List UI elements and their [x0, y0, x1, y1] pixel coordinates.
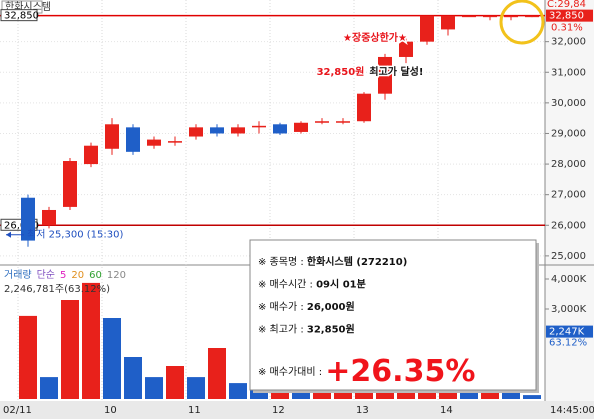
- candle-body: [189, 127, 203, 137]
- last-change: 0.31%: [551, 23, 583, 34]
- candle-body: [21, 197, 35, 241]
- candle-body: [357, 93, 371, 122]
- volume-bar: [40, 377, 58, 399]
- volume-bar: [103, 318, 121, 399]
- subheadline: 32,850원 최고가 달성!: [317, 65, 424, 78]
- candle-body: [525, 15, 539, 18]
- candle-body: [504, 15, 518, 18]
- low-note-arrowhead: [6, 231, 11, 238]
- info-value: 한화시스템 (272210): [307, 256, 407, 268]
- candle-body: [252, 125, 266, 128]
- x-tick-label: 10: [104, 405, 117, 416]
- y-tick-label: 32,000: [551, 37, 586, 48]
- date-axis-area: [0, 401, 594, 419]
- highlight-circle: [499, 0, 545, 45]
- volume-bar: [61, 300, 79, 399]
- y-tick-label: 27,000: [551, 190, 586, 201]
- info-highlight-value: +26.35%: [325, 354, 475, 389]
- candle-body: [126, 127, 140, 152]
- last-volume-change: 63.12%: [549, 338, 587, 349]
- candle-body: [441, 15, 455, 30]
- y-tick-label: 4,000K: [551, 274, 587, 285]
- info-label: ※ 매수가 :: [258, 301, 307, 313]
- volume-bar: [124, 357, 142, 399]
- time-label: 14:45:00: [550, 405, 594, 416]
- candle-body: [147, 139, 161, 146]
- y-tick-label: 31,000: [551, 67, 586, 78]
- subheadline-price: 32,850원: [317, 65, 365, 78]
- legend-entry: 120: [107, 270, 126, 281]
- volume-bar: [145, 377, 163, 399]
- volume-bar: [19, 315, 37, 399]
- y-tick-label: 28,000: [551, 159, 586, 170]
- subheadline-text: 최고가 달성!: [369, 65, 423, 78]
- candle-body: [294, 122, 308, 132]
- candle-body: [63, 161, 77, 207]
- reference-label: 32,850: [4, 11, 39, 22]
- candle-body: [483, 15, 497, 18]
- candle-body: [462, 15, 476, 18]
- x-tick-label: 13: [356, 405, 369, 416]
- corner-text: C:29,84: [547, 0, 586, 10]
- candle-body: [42, 209, 56, 226]
- volume-bar: [82, 282, 100, 399]
- info-value: 09시 01분: [316, 279, 366, 291]
- volume-bar: [523, 395, 541, 399]
- candle-body: [273, 124, 287, 134]
- legend-entry: 20: [71, 270, 84, 281]
- candle-body: [315, 121, 329, 123]
- legend-entry: 거래량: [4, 269, 32, 281]
- y-tick-label: 26,000: [551, 220, 586, 231]
- candle-body: [168, 141, 182, 143]
- info-value: 32,850원: [307, 323, 355, 336]
- y-tick-label: 29,000: [551, 128, 586, 139]
- candle-body: [336, 121, 350, 123]
- info-value: 26,000원: [307, 300, 355, 313]
- candle-body: [84, 145, 98, 165]
- legend-entry: 5: [60, 270, 66, 281]
- info-highlight: ※ 매수가대비 : +26.35%: [258, 354, 475, 389]
- volume-bar: [187, 377, 205, 399]
- candle-body: [399, 41, 413, 57]
- volume-bar: [208, 348, 226, 399]
- low-note: 최저 25,300 (15:30): [27, 229, 123, 241]
- reference-label-box: [0, 218, 38, 231]
- candle-body: [210, 127, 224, 134]
- volume-bar: [166, 366, 184, 399]
- y-tick-label: 25,000: [551, 251, 586, 262]
- headline: ★장중상한가★: [343, 31, 407, 44]
- y-tick-label: 30,000: [551, 98, 586, 109]
- volume-note: 2,246,781주(63.12%): [4, 284, 110, 295]
- x-tick-label: 12: [272, 405, 285, 416]
- candle-body: [420, 15, 434, 42]
- candle-body: [105, 124, 119, 149]
- x-tick-label: 11: [188, 405, 201, 416]
- volume-bar: [229, 383, 247, 399]
- info-line: ※ 매수가 : 26,000원: [258, 300, 355, 313]
- info-label: ※ 종목명 :: [258, 256, 307, 268]
- x-tick-label: 14: [440, 405, 453, 416]
- last-price-box: [546, 9, 593, 22]
- last-volume-box: [546, 325, 593, 338]
- last-price-label: 32,850: [549, 11, 584, 22]
- volume-legend: 거래량 단순 5 20 60 120: [4, 269, 126, 281]
- info-box: [249, 239, 537, 391]
- last-volume-label: 2,247K: [549, 327, 585, 338]
- reference-label-box: [0, 9, 38, 22]
- info-line: ※ 종목명 : 한화시스템 (272210): [258, 256, 407, 268]
- candle-body: [378, 56, 392, 94]
- right-axis-area: [545, 0, 594, 419]
- y-tick-label: 3,000K: [551, 304, 587, 315]
- legend-entry: 60: [89, 270, 102, 281]
- x-tick-label: 02/11: [3, 405, 32, 416]
- legend-entry: 단순: [37, 269, 55, 281]
- info-line: ※ 최고가 : 32,850원: [258, 323, 355, 336]
- info-label: ※ 매수시간 :: [258, 279, 316, 291]
- candle-body: [231, 127, 245, 134]
- info-label: ※ 매수가대비 :: [258, 366, 325, 378]
- info-label: ※ 최고가 :: [258, 324, 307, 336]
- info-line: ※ 매수시간 : 09시 01분: [258, 279, 366, 291]
